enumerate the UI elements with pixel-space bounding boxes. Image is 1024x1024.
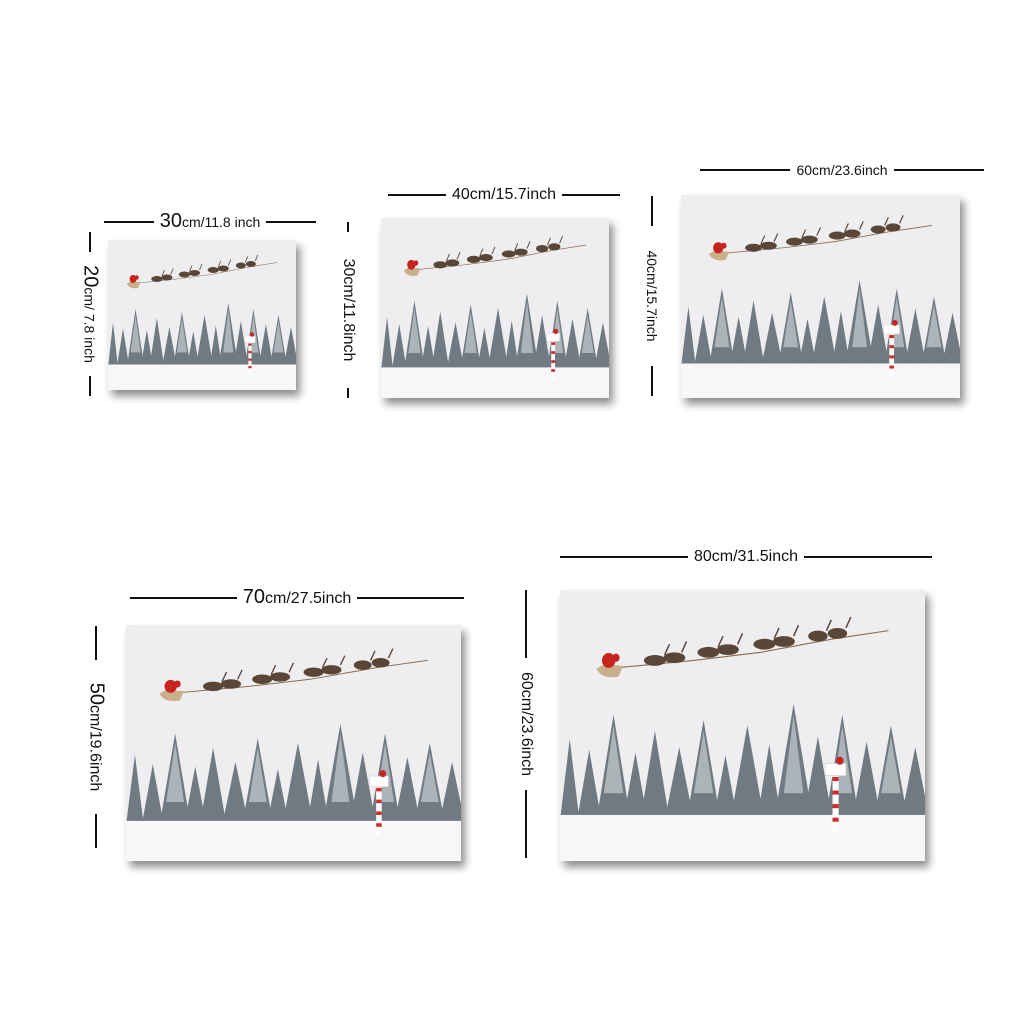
width-dimension-2: 40cm/15.7inch	[388, 186, 620, 204]
height-label: 60cm/23.6inch	[518, 671, 535, 777]
width-unit: cm/27.5inch	[265, 590, 352, 607]
sleigh-and-reindeer	[403, 235, 587, 276]
height-dimension-3: 40cm/15.7inch	[638, 196, 666, 396]
width-value: 30	[159, 210, 182, 232]
height-unit: cm/19.6inch	[86, 704, 104, 792]
christmas-artwork	[560, 590, 925, 861]
canvas-print-30x20	[108, 240, 296, 390]
canvas-print-70x50	[126, 625, 461, 861]
width-label: 40cm/15.7inch	[451, 186, 557, 203]
christmas-artwork	[126, 625, 461, 861]
width-dimension-1: 30 cm/11.8 inch	[104, 210, 316, 233]
christmas-artwork	[381, 218, 609, 398]
canvas-print-40x30	[381, 218, 609, 398]
width-label: 80cm/31.5inch	[693, 548, 799, 565]
height-label: 40cm/15.7inch	[644, 250, 660, 342]
canvas-print-80x60	[560, 590, 925, 861]
north-pole-sign	[546, 328, 560, 379]
height-dimension-4: 50 cm/19.6inch	[82, 626, 110, 848]
width-label: 60cm/23.6inch	[796, 162, 888, 178]
north-pole-sign	[824, 756, 847, 832]
height-value: 20	[79, 265, 102, 288]
north-pole-sign	[244, 332, 256, 374]
height-dimension-5: 60cm/23.6inch	[512, 590, 540, 858]
width-dimension-5: 80cm/31.5inch	[560, 548, 932, 566]
height-dimension-1: 20 cm/ 7.8 inch	[76, 232, 104, 396]
height-value: 50	[85, 682, 108, 705]
snowy-forest	[108, 303, 296, 368]
sleigh-and-reindeer	[596, 616, 889, 678]
sleigh-and-reindeer	[126, 254, 278, 289]
christmas-artwork	[681, 195, 960, 398]
canvas-print-60x40	[681, 195, 960, 398]
sleigh-and-reindeer	[159, 648, 428, 701]
north-pole-sign	[883, 319, 900, 376]
north-pole-sign	[369, 770, 389, 836]
height-dimension-2: 30cm/11.8inch	[334, 222, 362, 398]
width-value: 70	[242, 586, 265, 608]
height-unit: cm/ 7.8 inch	[81, 287, 98, 363]
width-unit: cm/11.8 inch	[181, 214, 261, 230]
sleigh-and-reindeer	[708, 215, 933, 261]
height-label: 30cm/11.8inch	[340, 258, 357, 362]
snowy-forest	[126, 724, 461, 826]
christmas-artwork	[108, 240, 296, 390]
width-dimension-4: 70 cm/27.5inch	[130, 586, 465, 609]
width-dimension-3: 60cm/23.6inch	[700, 162, 984, 178]
